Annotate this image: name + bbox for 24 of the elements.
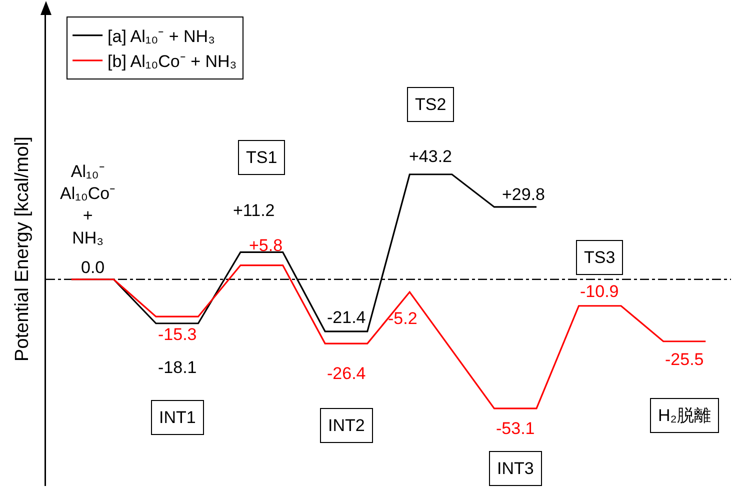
data-label: +29.8 — [502, 185, 546, 204]
y-axis-title: Potential Energy [kcal/mol] — [12, 136, 34, 362]
data-label: -18.1 — [158, 358, 197, 377]
data-label: -10.9 — [580, 282, 619, 301]
data-label: +43.2 — [409, 147, 452, 166]
annotation: INT1 — [159, 408, 196, 427]
annotation: TS3 — [584, 248, 616, 267]
legend-label: [a] Al₁₀⁻ + NH₃ — [108, 26, 216, 46]
legend-label: [b] Al₁₀Co⁻ + NH₃ — [108, 52, 237, 72]
annotation: INT2 — [328, 416, 365, 435]
data-label: 0.0 — [81, 258, 105, 277]
annotation: INT3 — [497, 459, 534, 478]
data-label: -15.3 — [158, 325, 197, 344]
data-label: -26.4 — [327, 364, 366, 383]
data-label: -5.2 — [388, 309, 418, 328]
annotation: Al₁₀⁻ Al₁₀Co⁻ + NH₃ — [60, 162, 116, 248]
data-label: +5.8 — [249, 236, 283, 255]
data-label: -21.4 — [327, 308, 366, 327]
data-label: -25.5 — [665, 350, 704, 369]
annotation: TS1 — [246, 148, 278, 167]
annotation: H₂脱離 — [658, 406, 711, 425]
data-label: +11.2 — [233, 201, 275, 220]
annotation: TS2 — [415, 95, 446, 114]
data-label: -53.1 — [496, 419, 535, 438]
